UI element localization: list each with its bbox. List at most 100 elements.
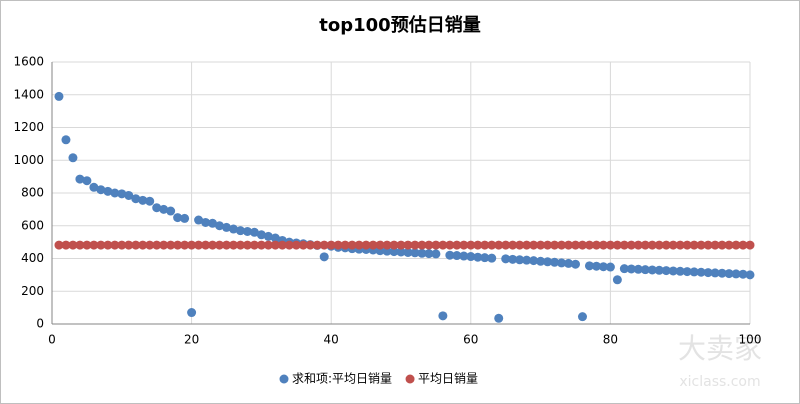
point: [131, 194, 141, 204]
point: [487, 240, 497, 250]
point: [745, 240, 755, 250]
point: [249, 240, 259, 250]
point: [598, 240, 608, 250]
point: [577, 312, 587, 322]
point: [201, 240, 211, 250]
point: [605, 262, 615, 272]
point: [68, 153, 78, 163]
point: [689, 240, 699, 250]
point: [689, 267, 699, 277]
point: [445, 240, 455, 250]
point: [626, 240, 636, 250]
point: [501, 254, 511, 264]
point: [256, 230, 266, 240]
point: [187, 308, 197, 318]
point: [417, 240, 427, 250]
point: [417, 248, 427, 258]
point: [605, 240, 615, 250]
point: [682, 240, 692, 250]
point: [194, 215, 204, 225]
x-tick-label: 20: [184, 333, 199, 347]
point: [564, 240, 574, 250]
point: [647, 240, 657, 250]
point: [249, 227, 259, 237]
point: [166, 206, 176, 216]
x-tick-label: 80: [603, 333, 618, 347]
y-tick-label: 200: [21, 284, 44, 298]
point: [103, 240, 113, 250]
point: [724, 240, 734, 250]
point: [89, 240, 99, 250]
point: [661, 266, 671, 276]
point: [717, 268, 727, 278]
point: [640, 265, 650, 275]
point: [675, 266, 685, 276]
point: [466, 252, 476, 262]
point: [543, 257, 553, 267]
point: [619, 264, 629, 274]
x-tick-label: 100: [739, 333, 762, 347]
point: [438, 240, 448, 250]
point: [68, 240, 78, 250]
point: [661, 240, 671, 250]
y-tick-label: 1200: [13, 120, 44, 134]
point: [577, 240, 587, 250]
point: [208, 240, 218, 250]
point: [557, 258, 567, 268]
point: [173, 213, 183, 223]
point: [263, 240, 273, 250]
x-tick-label: 0: [48, 333, 56, 347]
point: [152, 240, 162, 250]
point: [480, 253, 490, 263]
point: [675, 240, 685, 250]
point: [731, 240, 741, 250]
y-tick-label: 600: [21, 218, 44, 232]
point: [571, 259, 580, 269]
point: [480, 240, 490, 250]
point: [696, 267, 706, 277]
point: [291, 240, 301, 250]
point: [270, 240, 280, 250]
point: [159, 240, 169, 250]
point: [208, 218, 218, 228]
point: [305, 240, 315, 250]
y-tick-label: 400: [21, 251, 44, 265]
point: [347, 240, 357, 250]
point: [201, 217, 211, 227]
point: [438, 311, 448, 321]
point: [410, 248, 420, 258]
legend-marker: [279, 374, 289, 384]
point: [431, 240, 441, 250]
point: [242, 226, 252, 236]
point: [82, 176, 92, 186]
point: [145, 196, 155, 206]
point: [557, 240, 567, 250]
point: [152, 203, 162, 213]
point: [668, 266, 678, 276]
point: [103, 186, 113, 196]
point: [242, 240, 252, 250]
point: [619, 240, 629, 250]
point: [403, 240, 413, 250]
point: [550, 240, 560, 250]
point: [222, 222, 231, 232]
point: [277, 240, 287, 250]
point: [117, 189, 127, 199]
point: [431, 249, 441, 259]
point: [473, 240, 483, 250]
point: [508, 254, 518, 264]
point: [529, 256, 539, 266]
point: [522, 255, 532, 265]
point: [124, 190, 134, 200]
point: [256, 240, 266, 250]
point: [235, 226, 245, 236]
legend-label: 求和项:平均日销量: [292, 372, 392, 386]
point: [668, 240, 678, 250]
point: [738, 269, 748, 279]
point: [284, 240, 294, 250]
point: [703, 268, 713, 278]
point: [396, 240, 406, 250]
point: [96, 240, 106, 250]
point: [270, 233, 280, 243]
